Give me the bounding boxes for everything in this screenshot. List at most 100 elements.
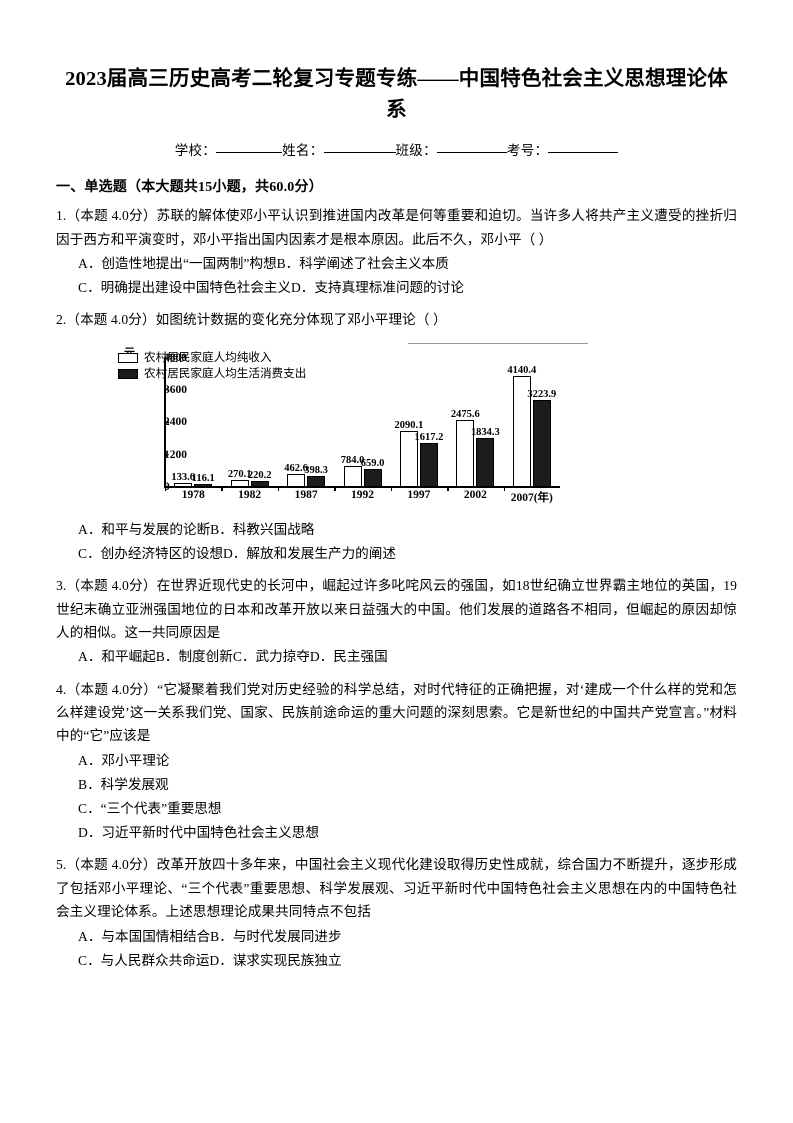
option-c[interactable]: C．明确提出建设中国特色社会主义 [78, 280, 291, 296]
y-axis-unit-label: 元 [124, 344, 135, 360]
option-c[interactable]: C．“三个代表”重要思想 [78, 801, 222, 816]
bar: 220.2 [248, 470, 271, 487]
y-axis-tick-label: 2400 [164, 416, 187, 429]
question-options: A．和平与发展的论断 B．科教兴国战略 C．创办经济特区的设想 D．解放和发展生… [56, 518, 737, 566]
question-5: 5.（本题 4.0分）改革开放四十多年来，中国社会主义现代化建设取得历史性成就，… [56, 853, 737, 973]
option-a[interactable]: A．邓小平理论 [78, 752, 170, 768]
x-axis-tick-label: 1997 [407, 488, 431, 501]
option-d[interactable]: D．解放和发展生产力的阐述 [223, 546, 396, 561]
question-4: 4.（本题 4.0分）“它凝聚着我们党对历史经验的科学总结，对时代特征的正确把握… [56, 678, 737, 846]
bar-value-label: 1617.2 [414, 432, 444, 444]
plot-area: 133.6 116.1 270.1 220.2 462.6 398.3 784.0 659.0… [165, 358, 560, 487]
y-axis-tick-mark [164, 389, 169, 391]
bar-value-label: 462.6 [284, 463, 308, 475]
bar: 2475.6 [451, 409, 480, 487]
y-axis-tick-mark [164, 453, 169, 456]
option-row: A．邓小平理论 [56, 749, 737, 773]
option-d[interactable]: D．支持真理标准问题的讨论 [290, 280, 464, 296]
option-b[interactable]: B．与时代发展同进步 [210, 928, 342, 944]
name-blank[interactable] [323, 152, 396, 154]
question-stem: 1.（本题 4.0分）苏联的解体使邓小平认识到推进国内改革是何等重要和迫切。当许… [56, 208, 737, 247]
bar-group: 4140.4 3223.9 [507, 358, 556, 487]
x-axis-tick-mark [277, 486, 280, 492]
legend-label: 农村居民家庭人均生活消费支出 [144, 367, 307, 381]
class-blank[interactable] [436, 152, 507, 154]
x-axis-tick-mark [390, 486, 393, 492]
name-label: 姓名： [282, 143, 324, 159]
class-field: 班级： [396, 143, 507, 158]
option-row: C．创办经济特区的设想 D．解放和发展生产力的阐述 [56, 542, 737, 566]
x-axis-tick-mark [447, 486, 449, 492]
question-stem: 2.（本题 4.0分）如图统计数据的变化充分体现了邓小平理论（ ） [56, 312, 447, 328]
section-heading: 一、单选题（本大题共15小题，共60.0分） [56, 180, 323, 196]
x-axis-tick-label: 1992 [351, 488, 374, 501]
name-field: 姓名： [282, 143, 396, 159]
bar-group: 2090.1 1617.2 [394, 358, 443, 487]
x-axis-tick-label: 2002 [463, 488, 487, 501]
y-axis-tick-label: 1200 [164, 448, 187, 461]
option-d[interactable]: D．谋求实现民族独立 [209, 952, 342, 968]
option-b[interactable]: B．科教兴国战略 [210, 521, 315, 537]
chart-legend: 农村居民家庭人均纯收入 农村居民家庭人均生活消费支出 [118, 350, 306, 383]
question-stem: 3.（本题 4.0分）在世界近现代史的长河中，崛起过许多叱咤风云的强国，如18世… [56, 578, 737, 640]
option-row: C．“三个代表”重要思想 [56, 797, 737, 821]
y-axis-tick-mark [164, 486, 169, 488]
bar-value-label: 4140.4 [507, 364, 537, 376]
bar: 784.0 [341, 455, 364, 487]
option-a[interactable]: A．创造性地提出“一国两制”构想 [78, 256, 277, 272]
option-row: B．科学发展观 [56, 773, 737, 797]
x-axis-tick-label: 2007(年) [510, 491, 553, 504]
bar-group: 133.6 116.1 [171, 358, 215, 487]
option-a[interactable]: A．与本国国情相结合 [78, 928, 211, 944]
option-a[interactable]: A．和平与发展的论断 [78, 521, 211, 537]
option-b[interactable]: B．制度创新 [155, 649, 233, 665]
bar-value-label: 116.1 [191, 472, 215, 484]
question-3: 3.（本题 4.0分）在世界近现代史的长河中，崛起过许多叱咤风云的强国，如18世… [56, 574, 737, 669]
bar-value-label: 220.2 [247, 469, 272, 481]
exam-no-blank[interactable] [548, 152, 619, 154]
legend-item: 农村居民家庭人均生活消费支出 [118, 366, 306, 382]
option-c[interactable]: C．与人民群众共命运 [78, 952, 210, 968]
exam-no-field: 考号： [507, 143, 619, 158]
question-stem: 4.（本题 4.0分）“它凝聚着我们党对历史经验的科学总结，对时代特征的正确把握… [56, 681, 737, 744]
option-d[interactable]: D．民主强国 [309, 649, 388, 665]
x-axis-line [164, 486, 560, 488]
x-axis-tick-mark [334, 486, 336, 492]
legend-swatch-icon [118, 353, 138, 364]
bar-value-label: 3223.9 [527, 389, 557, 401]
bar: 659.0 [361, 458, 384, 487]
option-b[interactable]: B．科学阐述了社会主义本质 [276, 256, 449, 272]
question-options: A．创造性地提出“一国两制”构想 B．科学阐述了社会主义本质 C．明确提出建设中… [56, 252, 737, 300]
legend-swatch-icon [118, 369, 138, 380]
school-label: 学校： [174, 143, 217, 159]
x-axis-tick-mark [503, 486, 505, 492]
bar-value-label: 133.6 [171, 472, 196, 484]
bar: 2090.1 [394, 420, 423, 487]
bar: 116.1 [192, 473, 215, 487]
question-stem: 5.（本题 4.0分）改革开放四十多年来，中国社会主义现代化建设取得历史性成就，… [56, 857, 737, 920]
y-axis-tick-mark [164, 421, 169, 424]
option-d[interactable]: D．习近平新时代中国特色社会主义思想 [78, 825, 319, 841]
bar-group: 270.1 220.2 [228, 358, 271, 487]
student-info-line: 学校： 姓名： 班级： 考号： [56, 139, 737, 159]
y-axis-tick-label: 3600 [164, 384, 187, 397]
option-a[interactable]: A．和平崛起 [78, 649, 156, 665]
option-b[interactable]: B．科学发展观 [78, 776, 169, 792]
option-c[interactable]: C．创办经济特区的设想 [78, 546, 224, 561]
page-title: 2023届高三历史高考二轮复习专题专练——中国特色社会主义思想理论体系 [65, 68, 728, 122]
question-options: A．和平崛起 B．制度创新 C．武力掠夺 D．民主强国 [56, 645, 737, 669]
x-axis-tick-label: 1987 [294, 488, 318, 501]
school-blank[interactable] [216, 152, 283, 154]
option-row: A．与本国国情相结合 B．与时代发展同进步 [56, 925, 737, 949]
school-field: 学校： [174, 143, 283, 159]
option-c[interactable]: C．武力掠夺 [232, 649, 310, 665]
bar: 270.1 [228, 469, 251, 487]
x-axis-tick-mark [165, 486, 167, 492]
bar-group: 462.6 398.3 [284, 358, 328, 487]
bar-value-label: 1834.3 [470, 426, 500, 438]
option-row: A．和平与发展的论断 B．科教兴国战略 [56, 518, 737, 542]
question-1: 1.（本题 4.0分）苏联的解体使邓小平认识到推进国内改革是何等重要和迫切。当许… [56, 204, 737, 300]
option-row: C．明确提出建设中国特色社会主义 D．支持真理标准问题的讨论 [56, 276, 737, 300]
option-row: D．习近平新时代中国特色社会主义思想 [56, 821, 737, 845]
